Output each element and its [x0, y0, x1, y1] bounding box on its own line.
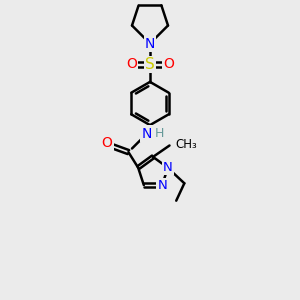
Text: N: N	[145, 37, 155, 50]
Text: O: O	[126, 58, 137, 71]
Text: H: H	[154, 127, 164, 140]
Text: S: S	[145, 57, 155, 72]
Text: N: N	[163, 161, 173, 174]
Text: N: N	[141, 127, 152, 140]
Text: O: O	[163, 58, 174, 71]
Text: O: O	[102, 136, 112, 150]
Text: N: N	[157, 178, 167, 192]
Text: CH₃: CH₃	[175, 137, 197, 151]
